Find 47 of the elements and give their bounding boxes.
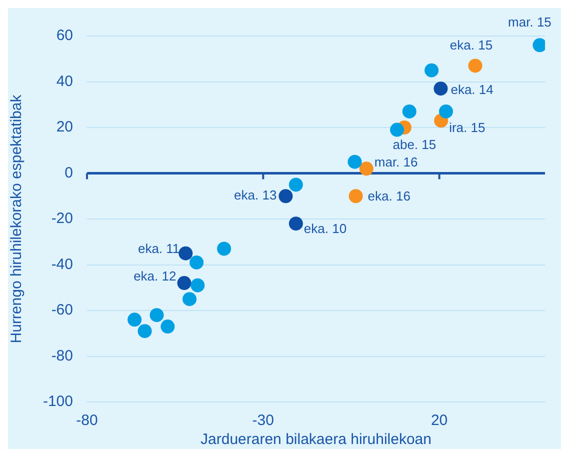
annotation: eka. 16 xyxy=(368,188,410,204)
point xyxy=(150,308,164,322)
x-tick-label: -30 xyxy=(252,412,274,430)
y-tick-label: 20 xyxy=(56,118,73,136)
point xyxy=(190,278,205,292)
y-axis-title: Hurrengo hiruhilekorako espektatibak xyxy=(8,94,26,344)
point xyxy=(190,255,204,270)
point xyxy=(178,246,193,260)
y-tick-label: 0 xyxy=(64,164,73,182)
x-tick-label: 20 xyxy=(430,412,448,430)
point xyxy=(348,154,362,169)
y-tick-label: -60 xyxy=(51,302,73,319)
point xyxy=(177,276,192,290)
x-axis-title: Jardueraren bilakaera hiruhilekoan xyxy=(200,431,432,448)
point xyxy=(348,189,363,204)
point xyxy=(278,189,293,204)
point xyxy=(217,242,232,256)
annotation: mar. 15 xyxy=(508,14,552,30)
point xyxy=(288,178,303,192)
annotation: eka. 15 xyxy=(450,37,493,52)
point xyxy=(434,82,448,96)
y-tick-label: 60 xyxy=(56,27,73,44)
point xyxy=(160,320,175,334)
annotation: ira. 15 xyxy=(449,120,486,136)
annotation: eka. 14 xyxy=(450,82,494,98)
annotation: eka. 12 xyxy=(134,268,176,284)
y-tick-label: -100 xyxy=(42,393,73,410)
x-tick-label: -80 xyxy=(76,412,98,430)
annotation: eka. 10 xyxy=(304,221,347,236)
point xyxy=(424,63,439,78)
point xyxy=(359,162,374,176)
point xyxy=(468,58,482,73)
y-tick-label: 40 xyxy=(56,72,73,90)
annotation: abe. 15 xyxy=(392,137,436,152)
point xyxy=(390,122,404,137)
point xyxy=(128,312,142,327)
point xyxy=(288,216,303,231)
y-tick-label: -20 xyxy=(51,210,73,228)
annotation: mar. 16 xyxy=(374,154,418,170)
point xyxy=(439,104,453,118)
point xyxy=(138,324,152,338)
annotation: eka. 13 xyxy=(234,188,277,203)
y-tick-label: -40 xyxy=(51,256,73,273)
y-tick-label: -80 xyxy=(51,347,73,364)
point xyxy=(402,104,416,118)
annotation: eka. 11 xyxy=(138,240,180,256)
point xyxy=(182,292,197,306)
